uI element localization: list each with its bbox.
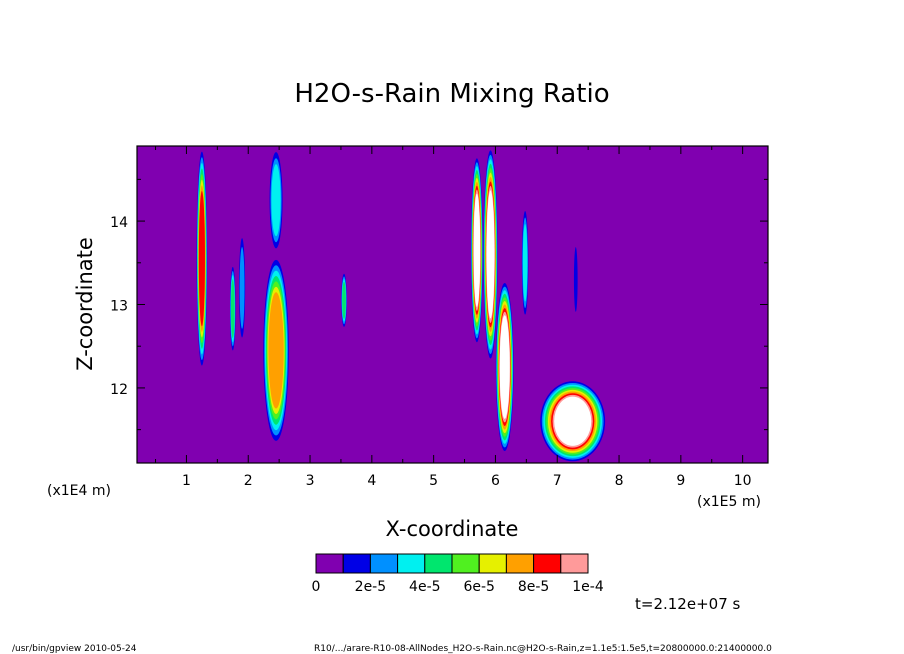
colorbar-swatch-7 xyxy=(505,553,535,574)
x-axis-title: X-coordinate xyxy=(386,517,519,541)
x-tick-label-7: 7 xyxy=(553,473,562,489)
colorbar-swatch-1 xyxy=(342,553,371,574)
colorbar-swatch-0 xyxy=(315,553,344,574)
rain-feature-5-level-4 xyxy=(342,281,346,320)
colorbar: 0 2e-5 4e-5 6e-5 8e-5 1e-4 xyxy=(312,553,604,595)
chart-title: H2O-s-Rain Mixing Ratio xyxy=(294,79,609,109)
colorbar-label-4: 8e-5 xyxy=(518,579,549,595)
y-tick-label-13: 13 xyxy=(110,299,128,315)
rain-feature-9-level-3 xyxy=(522,224,528,302)
rain-feature-2-level-2 xyxy=(239,246,245,329)
colorbar-label-1: 2e-5 xyxy=(355,579,386,595)
colorbar-swatch-5 xyxy=(451,553,480,574)
colorbar-label-5: 1e-4 xyxy=(572,579,604,595)
x-tick-label-5: 5 xyxy=(429,473,438,489)
footer-left: /usr/bin/gpview 2010-05-24 xyxy=(12,644,137,654)
time-label: t=2.12e+07 s xyxy=(635,595,741,613)
x-unit-label: (x1E5 m) xyxy=(697,494,761,510)
y-axis: 12 13 14 xyxy=(110,178,768,431)
x-tick-label-3: 3 xyxy=(306,473,315,489)
rain-feature-6-level-10 xyxy=(473,193,481,307)
y-unit-label: (x1E4 m) xyxy=(47,483,111,499)
colorbar-swatch-2 xyxy=(369,553,399,574)
rain-feature-0-level-8 xyxy=(198,191,205,327)
rain-feature-10-level-10 xyxy=(554,396,592,446)
x-tick-label-4: 4 xyxy=(367,473,376,489)
x-axis: 1 2 3 4 5 6 7 8 9 10 xyxy=(155,146,752,489)
colorbar-swatch-9 xyxy=(560,553,589,574)
x-tick-label-9: 9 xyxy=(676,473,685,489)
rain-feature-4-level-3 xyxy=(271,164,281,237)
x-tick-label-6: 6 xyxy=(491,473,500,489)
x-tick-label-10: 10 xyxy=(734,473,752,489)
x-tick-label-2: 2 xyxy=(244,473,253,489)
rain-feature-11-level-1 xyxy=(573,247,578,312)
colorbar-label-0: 0 xyxy=(312,579,321,595)
colorbar-swatch-4 xyxy=(424,553,453,574)
colorbar-swatch-3 xyxy=(397,553,426,574)
rain-feature-3-level-7 xyxy=(268,292,284,409)
colorbar-swatch-6 xyxy=(478,553,507,574)
y-tick-label-14: 14 xyxy=(110,215,128,231)
footer-right: R10/.../arare-R10-08-AllNodes_H2O-s-Rain… xyxy=(314,644,772,654)
heatmap-plot xyxy=(137,146,768,463)
y-tick-label-12: 12 xyxy=(110,382,128,398)
colorbar-label-2: 4e-5 xyxy=(409,579,440,595)
rain-feature-7-level-10 xyxy=(486,190,495,319)
rain-feature-8-level-10 xyxy=(499,315,510,419)
y-axis-title: Z-coordinate xyxy=(73,237,97,371)
x-tick-label-8: 8 xyxy=(615,473,624,489)
colorbar-label-3: 6e-5 xyxy=(463,579,494,595)
colorbar-swatch-8 xyxy=(533,553,562,574)
x-tick-label-1: 1 xyxy=(182,473,191,489)
rain-feature-1-level-4 xyxy=(230,279,235,339)
